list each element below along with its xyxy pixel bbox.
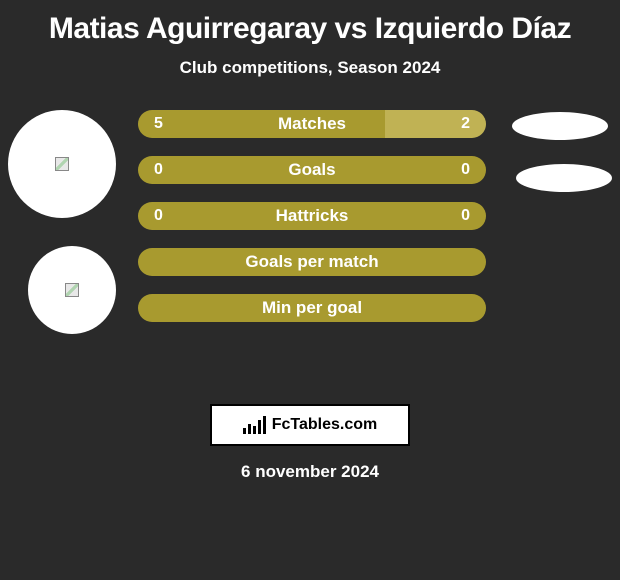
- comparison-area: 52Matches 00Goals 00Hattricks Goals per mat…: [8, 102, 612, 402]
- stat-left-value: 0: [138, 156, 312, 184]
- image-placeholder-icon: [65, 283, 79, 297]
- stat-right-value: 0: [312, 156, 486, 184]
- player2-avatar-alt: [516, 164, 612, 192]
- player1-avatar-alt: [28, 246, 116, 334]
- stat-left-value: 0: [138, 202, 312, 230]
- stat-row: 00Hattricks: [138, 202, 486, 230]
- date-text: 6 november 2024: [8, 462, 612, 482]
- stat-row: 52Matches: [138, 110, 486, 138]
- stat-right-value: 2: [385, 110, 486, 138]
- subtitle: Club competitions, Season 2024: [8, 58, 612, 78]
- branding-logo: FcTables.com: [210, 404, 410, 446]
- stat-single-row: Goals per match: [138, 248, 486, 276]
- bar-chart-icon: [243, 416, 266, 434]
- stat-left-value: 5: [138, 110, 385, 138]
- image-placeholder-icon: [55, 157, 69, 171]
- stat-right-value: 0: [312, 202, 486, 230]
- player1-avatar: [8, 110, 116, 218]
- stat-row: 00Goals: [138, 156, 486, 184]
- logo-text: FcTables.com: [272, 416, 378, 434]
- page-title: Matias Aguirregaray vs Izquierdo Díaz: [8, 12, 612, 46]
- stat-single-row: Min per goal: [138, 294, 486, 322]
- stat-bars: 52Matches 00Goals 00Hattricks Goals per mat…: [138, 110, 486, 340]
- player2-avatar: [512, 112, 608, 140]
